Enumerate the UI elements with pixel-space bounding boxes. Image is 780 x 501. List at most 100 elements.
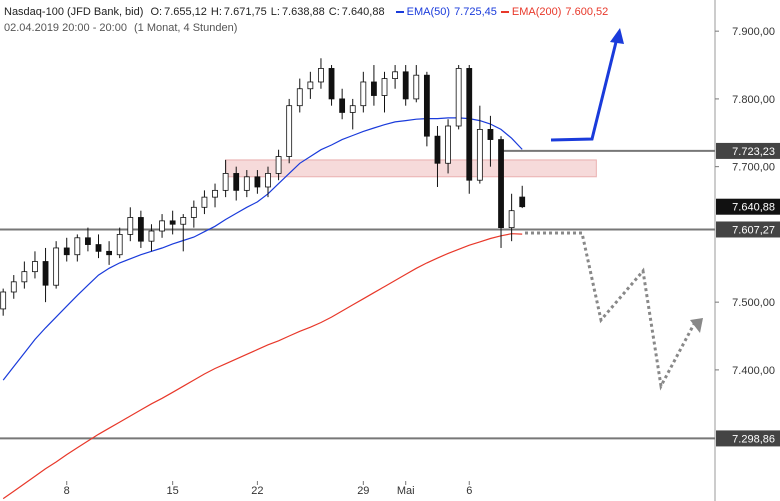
candle-body bbox=[53, 247, 60, 286]
candle-body bbox=[498, 139, 504, 229]
candle-body bbox=[466, 68, 473, 181]
candle-body bbox=[190, 206, 197, 218]
candle-body bbox=[63, 247, 70, 256]
ohlc-key: H: bbox=[210, 6, 222, 18]
candle-body bbox=[32, 261, 38, 273]
candle-body bbox=[328, 68, 335, 100]
forecast-up-arrow bbox=[550, 37, 619, 142]
ema-line bbox=[2, 233, 523, 500]
candle-body bbox=[233, 173, 240, 191]
title: Nasdaq-100 (JFD Bank, bid) bbox=[4, 6, 144, 18]
y-tick-label: 7.900,00 bbox=[732, 26, 775, 38]
candle-body bbox=[508, 210, 515, 229]
candle-body bbox=[392, 71, 399, 79]
y-tick-label: 7.400,00 bbox=[732, 365, 775, 377]
legend-name: EMA(50) bbox=[406, 6, 451, 18]
candle-body bbox=[116, 234, 123, 256]
candle-body bbox=[519, 196, 526, 208]
last-price-label: 7.640,88 bbox=[732, 202, 775, 214]
candle-body bbox=[286, 105, 293, 157]
x-tick-label: Mai bbox=[397, 485, 415, 497]
forecast-down-path bbox=[525, 231, 696, 391]
subtitle: 02.04.2019 20:00 - 20:00 bbox=[4, 22, 127, 34]
candle-body bbox=[381, 78, 388, 96]
candle-body bbox=[85, 237, 91, 245]
candle-body bbox=[0, 291, 7, 310]
candle-body bbox=[42, 261, 49, 286]
candle-body bbox=[95, 244, 102, 252]
candle-body bbox=[74, 237, 81, 256]
x-tick-label: 8 bbox=[64, 485, 70, 497]
level-label-box bbox=[716, 430, 780, 447]
candle-body bbox=[106, 250, 113, 256]
level-label: 7.723,23 bbox=[732, 146, 775, 158]
ohlc-key: C: bbox=[328, 6, 340, 18]
ohlc-key: O: bbox=[150, 6, 163, 18]
x-tick-label: 6 bbox=[466, 485, 472, 497]
candle-body bbox=[254, 176, 261, 188]
candle-body bbox=[243, 176, 250, 191]
ohlc-value: 7.655,12 bbox=[164, 6, 207, 18]
candle-body bbox=[349, 105, 356, 113]
ohlc-value: 7.671,75 bbox=[223, 6, 267, 18]
candle-body bbox=[222, 173, 229, 191]
candle-body bbox=[307, 81, 314, 90]
y-tick-label: 7.800,00 bbox=[732, 94, 775, 106]
legend: EMA(50) 7.725,45 EMA(200) 7.600,52 bbox=[395, 6, 613, 18]
last-price-box bbox=[716, 198, 780, 215]
ohlc-value: 7.640,88 bbox=[341, 6, 385, 18]
arrow-head bbox=[690, 318, 703, 333]
candle-body bbox=[413, 74, 420, 100]
candle-body bbox=[434, 135, 441, 164]
candle-body bbox=[455, 68, 462, 127]
x-tick-label: 22 bbox=[251, 485, 263, 497]
candle-body bbox=[371, 81, 377, 96]
level-label-box bbox=[716, 221, 780, 238]
candle-body bbox=[212, 189, 218, 198]
candle-body bbox=[10, 281, 17, 293]
candle-body bbox=[265, 173, 271, 188]
candle-body bbox=[201, 196, 208, 208]
candle-body bbox=[180, 217, 187, 225]
legend-value: 7.725,45 bbox=[454, 6, 497, 18]
x-tick-label: 29 bbox=[357, 485, 369, 497]
legend-name: EMA(200) bbox=[511, 6, 562, 18]
level-label: 7.607,27 bbox=[732, 224, 775, 236]
candle-body bbox=[275, 156, 282, 174]
candle-body bbox=[360, 81, 367, 107]
y-tick-label: 7.500,00 bbox=[732, 297, 775, 309]
x-tick-label: 15 bbox=[167, 485, 179, 497]
y-tick-label: 7.700,00 bbox=[732, 162, 775, 174]
candle-body bbox=[148, 230, 155, 242]
candle-body bbox=[21, 271, 28, 283]
candle-body bbox=[137, 217, 144, 242]
period: (1 Monat, 4 Stunden) bbox=[134, 22, 238, 34]
candle-body bbox=[127, 217, 134, 235]
header-line-2: 02.04.2019 20:00 - 20:00 (1 Monat, 4 Stu… bbox=[4, 20, 616, 36]
legend-swatch bbox=[395, 11, 404, 14]
header: Nasdaq-100 (JFD Bank, bid) O: 7.655,12 H: 7… bbox=[4, 4, 616, 36]
candle-body bbox=[169, 220, 176, 225]
candle-body bbox=[423, 74, 430, 137]
candle-body bbox=[318, 68, 324, 83]
ohlc-key: L: bbox=[270, 6, 280, 18]
candle-body bbox=[402, 71, 409, 100]
candle-body bbox=[159, 220, 165, 232]
ohlc: O: 7.655,12 H: 7.671,75 L: 7.638,88 C: 7.640,88 bbox=[150, 6, 388, 18]
arrow-head bbox=[610, 28, 624, 44]
candle-body bbox=[296, 88, 303, 107]
level-label-box bbox=[716, 142, 780, 159]
candle-body bbox=[476, 128, 483, 181]
level-label: 7.298,86 bbox=[732, 433, 775, 445]
header-line-1: Nasdaq-100 (JFD Bank, bid) O: 7.655,12 H: 7… bbox=[4, 4, 616, 20]
legend-swatch bbox=[500, 11, 509, 14]
ohlc-value: 7.638,88 bbox=[281, 6, 325, 18]
legend-value: 7.600,52 bbox=[565, 6, 609, 18]
candle-body bbox=[445, 125, 451, 164]
candle-body bbox=[487, 128, 494, 140]
price-axis-panel bbox=[715, 0, 780, 501]
candle-body bbox=[339, 98, 346, 113]
ema-line bbox=[2, 117, 523, 381]
